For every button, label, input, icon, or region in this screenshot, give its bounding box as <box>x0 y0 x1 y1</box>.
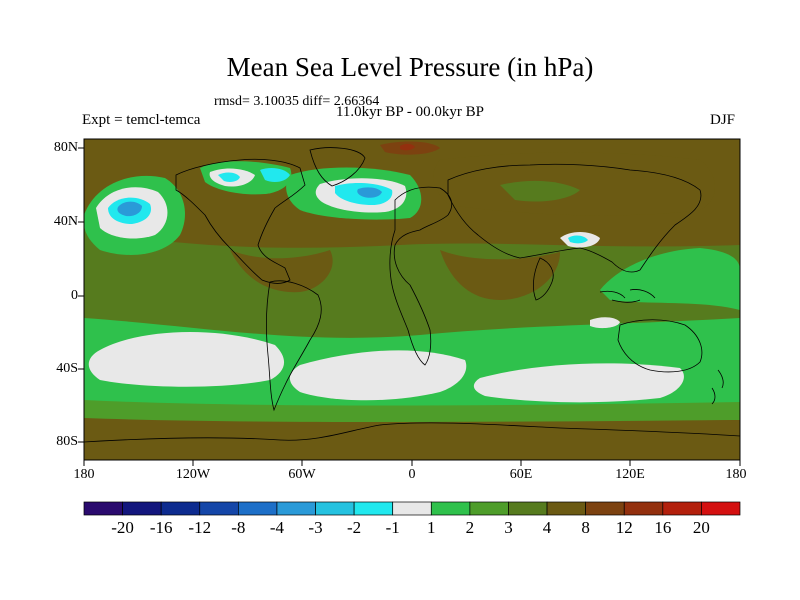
coastlines <box>84 147 740 443</box>
coast-new-zealand <box>711 369 724 405</box>
baffin-cyan <box>260 167 290 183</box>
colorbar-swatch-14 <box>623 501 664 516</box>
southern-olive-strip <box>84 400 740 423</box>
coast-north-america <box>175 158 306 284</box>
coast-maritime-asia <box>599 289 656 303</box>
colorbar-label: -4 <box>269 518 285 537</box>
colorbar-swatch-7 <box>353 501 394 516</box>
lat-label-80n: 80N <box>53 140 78 155</box>
stats-text: rmsd= 3.10035 diff= 2.66364 <box>214 94 380 109</box>
colorbar-label: 8 <box>581 518 590 537</box>
colorbar-label: 12 <box>615 518 633 537</box>
lon-label-180w: 180 <box>73 467 95 482</box>
coast-greenland <box>309 147 366 187</box>
plot-title: Mean Sea Level Pressure (in hPa) <box>226 52 594 82</box>
north-pacific-core <box>117 201 142 217</box>
colorbar-swatch-1 <box>122 501 162 516</box>
colorbar-swatch-12 <box>546 501 586 516</box>
south-pacific-low-anomaly <box>88 332 285 387</box>
coast-europe-africa <box>389 186 453 366</box>
colorbar <box>83 501 741 516</box>
colorbar-label: 1 <box>427 518 436 537</box>
colorbar-label: -20 <box>111 518 134 537</box>
colorbar-label: -2 <box>347 518 362 537</box>
colorbar-label: -16 <box>149 518 173 537</box>
tropical-patch-americas <box>230 250 333 293</box>
lon-label-0: 0 <box>408 467 416 482</box>
season-label: DJF <box>710 112 736 128</box>
coast-india <box>532 257 554 301</box>
colorbar-label: 3 <box>504 518 513 537</box>
west-pacific-green <box>600 248 740 310</box>
colorbar-swatch-4 <box>238 501 278 516</box>
lat-label-0: 0 <box>71 288 78 303</box>
lat-label-80s: 80S <box>56 434 78 449</box>
north-atlantic-core <box>357 187 382 198</box>
lon-label-60w: 60W <box>288 467 316 482</box>
colorbar-swatch-6 <box>315 501 355 516</box>
colorbar-label: -12 <box>188 518 212 537</box>
colorbar-swatch-15 <box>662 501 702 516</box>
colorbar-swatch-16 <box>701 501 741 516</box>
axis-ticks <box>78 147 741 466</box>
experiment-label: Expt = temcl-temca <box>82 112 201 128</box>
lat-label-40n: 40N <box>53 214 78 229</box>
coast-australia <box>617 319 703 373</box>
lon-label-120e: 120E <box>615 467 645 482</box>
lon-label-180e: 180 <box>725 467 747 482</box>
colorbar-label: -1 <box>385 518 400 537</box>
colorbar-label: 2 <box>465 518 475 537</box>
eurasia-field <box>433 152 715 216</box>
coast-antarctica <box>84 422 740 443</box>
indian-ocean-patch <box>590 317 620 329</box>
arctic-red-patch <box>400 143 415 151</box>
pressure-field <box>84 139 740 460</box>
colorbar-label: -3 <box>308 518 323 537</box>
coast-south-america <box>265 280 322 412</box>
colorbar-label: 16 <box>654 518 672 537</box>
colorbar-swatch-11 <box>508 501 548 516</box>
lat-label-40s: 40S <box>56 361 78 376</box>
colorbar-swatch-5 <box>276 501 316 516</box>
colorbar-swatch-0 <box>83 501 123 516</box>
colorbar-swatch-3 <box>199 501 239 516</box>
colorbar-label: -8 <box>231 518 246 537</box>
colorbar-label: 4 <box>542 518 552 537</box>
colorbar-swatch-10 <box>469 501 509 516</box>
colorbar-label: 20 <box>692 518 710 537</box>
period-label: 11.0kyr BP - 00.0kyr BP <box>335 104 485 120</box>
south-indian-low-anomaly <box>473 363 684 403</box>
colorbar-swatch-9 <box>430 501 471 516</box>
tropical-patch-africa <box>440 250 560 300</box>
antarctic-dark-band <box>84 418 740 460</box>
coast-asia <box>447 163 702 273</box>
lon-label-120w: 120W <box>175 467 211 482</box>
eurasia-olive-patch <box>500 180 580 202</box>
colorbar-swatch-2 <box>160 501 201 516</box>
canada-cyan <box>218 172 240 182</box>
colorbar-swatch-8 <box>392 501 432 516</box>
colorbar-swatch-13 <box>585 501 625 516</box>
lon-label-60e: 60E <box>509 467 533 482</box>
tibet-cyan <box>568 235 588 244</box>
